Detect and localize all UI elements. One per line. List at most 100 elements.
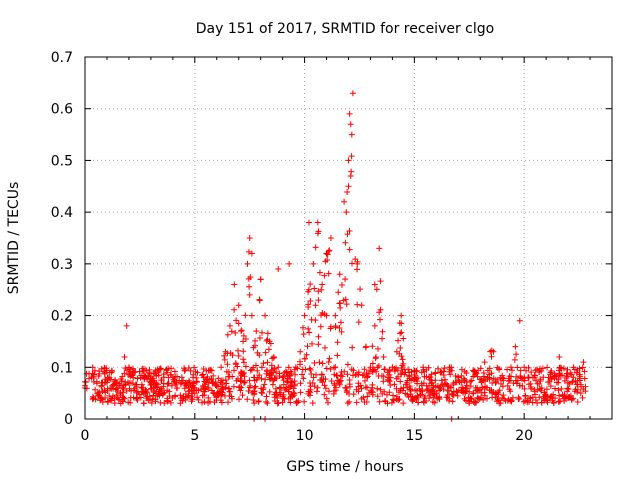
data-point xyxy=(442,376,449,383)
data-point xyxy=(342,276,349,283)
data-point xyxy=(238,384,245,391)
data-point xyxy=(204,375,211,382)
data-point xyxy=(119,397,126,404)
data-point xyxy=(399,356,406,363)
data-point xyxy=(116,380,123,387)
data-point xyxy=(395,397,402,404)
data-point xyxy=(476,376,483,383)
data-point xyxy=(336,378,343,385)
data-point xyxy=(449,390,456,397)
data-point xyxy=(127,399,134,406)
data-point xyxy=(346,391,353,398)
data-point xyxy=(355,319,362,326)
data-point xyxy=(226,322,233,329)
data-point xyxy=(199,371,206,378)
data-point xyxy=(122,378,129,385)
data-point xyxy=(235,320,242,327)
data-point xyxy=(552,372,559,379)
data-point xyxy=(343,209,350,216)
data-point xyxy=(462,388,469,395)
data-point xyxy=(349,372,356,379)
data-point xyxy=(98,395,105,402)
data-point xyxy=(246,377,253,384)
x-tick-label: 5 xyxy=(190,428,199,444)
data-point xyxy=(398,312,405,319)
data-point xyxy=(259,390,266,397)
data-point xyxy=(547,369,554,376)
data-point xyxy=(256,372,263,379)
data-point xyxy=(238,327,245,334)
data-point xyxy=(182,366,189,373)
data-point xyxy=(193,379,200,386)
data-point xyxy=(264,330,271,337)
data-point xyxy=(458,387,465,394)
data-point xyxy=(309,340,316,347)
data-point xyxy=(272,375,279,382)
data-point xyxy=(264,359,271,366)
data-point xyxy=(327,235,334,241)
data-point xyxy=(380,378,387,385)
data-point xyxy=(369,369,376,376)
data-point xyxy=(292,364,299,371)
data-point xyxy=(326,355,333,362)
data-point xyxy=(318,371,325,378)
data-point xyxy=(336,325,343,332)
data-point xyxy=(548,367,555,374)
data-point xyxy=(121,353,128,360)
data-point xyxy=(270,353,277,360)
data-point xyxy=(186,387,193,394)
data-point xyxy=(266,388,273,395)
data-point xyxy=(207,366,214,373)
data-point xyxy=(564,366,571,373)
data-point xyxy=(258,329,265,336)
data-point xyxy=(273,368,280,375)
data-point xyxy=(294,365,301,372)
data-point xyxy=(400,384,407,391)
data-point xyxy=(361,398,368,405)
data-point xyxy=(346,227,353,234)
data-point xyxy=(276,370,283,377)
data-point xyxy=(315,333,322,340)
data-point xyxy=(306,329,313,336)
y-tick-label: 0.3 xyxy=(51,257,73,273)
data-point xyxy=(496,387,503,394)
data-point xyxy=(373,354,380,361)
data-point xyxy=(301,312,308,319)
data-point xyxy=(300,375,307,382)
data-point xyxy=(369,384,376,391)
data-point xyxy=(164,398,171,405)
data-point xyxy=(358,385,365,392)
data-point xyxy=(229,352,236,359)
data-point xyxy=(124,379,131,386)
data-point xyxy=(126,371,133,378)
data-point xyxy=(543,386,550,393)
data-point xyxy=(210,372,217,379)
chart-title: Day 151 of 2017, SRMTID for receiver clg… xyxy=(196,21,494,37)
data-point xyxy=(509,367,516,374)
data-point xyxy=(411,368,418,375)
data-point xyxy=(316,269,323,276)
data-point xyxy=(537,376,544,383)
data-point xyxy=(397,345,404,352)
data-point xyxy=(475,395,482,402)
data-point xyxy=(263,393,270,400)
data-point xyxy=(563,374,570,381)
data-point xyxy=(581,368,588,375)
data-point xyxy=(397,378,404,385)
data-point xyxy=(237,387,244,394)
data-point xyxy=(377,306,384,313)
data-point xyxy=(337,372,344,379)
data-point xyxy=(579,364,586,371)
data-point xyxy=(164,397,171,404)
data-point xyxy=(268,362,275,369)
data-point xyxy=(444,387,451,394)
data-point xyxy=(415,399,422,406)
data-point xyxy=(362,384,369,391)
data-point xyxy=(244,396,251,403)
data-point xyxy=(345,157,352,164)
data-point xyxy=(199,382,206,389)
data-point xyxy=(556,353,563,360)
data-point xyxy=(573,369,580,376)
data-point xyxy=(427,392,434,399)
data-point xyxy=(477,365,484,372)
